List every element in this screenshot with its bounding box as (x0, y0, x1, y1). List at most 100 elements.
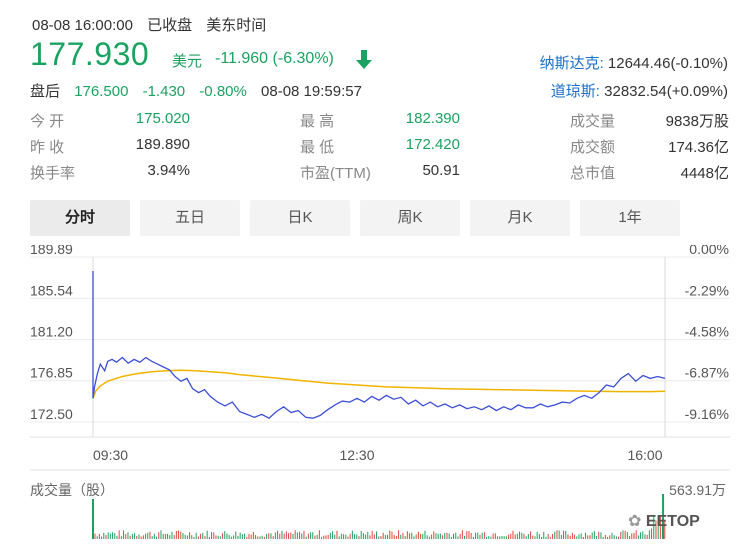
volume-bar (270, 533, 272, 539)
y-tick-right: -2.29% (685, 282, 729, 298)
volume-bar (596, 536, 598, 539)
volume-bar (582, 536, 584, 539)
index-value: 12644.46(-0.10%) (607, 55, 728, 72)
volume-bar (376, 531, 378, 539)
index-dow[interactable]: 道琼斯: 32832.54(+0.09%) (551, 80, 728, 101)
volume-bar (96, 536, 98, 539)
volume-bar (92, 499, 94, 539)
tab-weekly-k[interactable]: 周K (360, 200, 460, 236)
volume-bar (659, 516, 661, 539)
volume-bar (250, 534, 252, 539)
volume-bar (215, 535, 217, 539)
volume-bar (455, 532, 457, 539)
after-hours-price: 176.500 (74, 83, 129, 100)
watermark: ✿ EETOP (628, 511, 700, 531)
after-hours-row: 盘后 176.500 -1.430 -0.80% 08-08 19:59:57 (30, 80, 372, 101)
tab-one-year[interactable]: 1年 (580, 200, 680, 236)
volume-bar (171, 531, 173, 539)
volume-bar (228, 535, 230, 539)
volume-bar (406, 531, 408, 539)
volume-bar (411, 532, 413, 539)
volume-bar (259, 536, 261, 539)
volume-bar (241, 534, 243, 539)
y-tick-left: 185.54 (30, 282, 73, 298)
volume-bar (404, 536, 406, 539)
volume-bar (369, 535, 371, 539)
x-tick: 12:30 (339, 447, 374, 463)
volume-bar (347, 536, 349, 539)
volume-bar (486, 536, 488, 539)
volume-bar (123, 530, 125, 539)
volume-bar (158, 532, 160, 539)
volume-bar (589, 535, 591, 539)
volume-bar (131, 533, 133, 539)
volume-bar (499, 536, 501, 539)
volume-bar (312, 532, 314, 539)
volume-bar (169, 535, 171, 539)
stat-value-amount: 174.36亿 (668, 139, 729, 156)
volume-bar (464, 535, 466, 539)
volume-bar (356, 534, 358, 539)
volume-bars (92, 494, 666, 539)
volume-bar (274, 532, 276, 539)
volume-bar (373, 534, 375, 539)
volume-bar (340, 533, 342, 539)
volume-bar (387, 534, 389, 539)
volume-bar (552, 533, 554, 539)
volume-bar (505, 536, 507, 539)
volume-bar (167, 533, 169, 539)
volume-bar (483, 532, 485, 539)
tab-daily-k[interactable]: 日K (250, 200, 350, 236)
tab-intraday[interactable]: 分时 (30, 200, 130, 236)
chart-grid (30, 256, 730, 471)
volume-bar (420, 533, 422, 539)
volume-bar (593, 531, 595, 539)
volume-bar (604, 534, 606, 539)
volume-bar (349, 533, 351, 539)
volume-bar (208, 536, 210, 539)
volume-bar (587, 535, 589, 539)
volume-bar (576, 536, 578, 539)
volume-bar (246, 536, 248, 539)
volume-bar (415, 534, 417, 539)
volume-bar (554, 531, 556, 539)
volume-bar (646, 534, 648, 539)
volume-bar (424, 530, 426, 539)
after-hours-percent: -0.80% (199, 83, 247, 100)
quote-datetime: 08-08 16:00:00 (32, 17, 133, 34)
stat-value-low: 172.420 (405, 136, 460, 153)
volume-bar (189, 532, 191, 539)
tab-monthly-k[interactable]: 月K (470, 200, 570, 236)
volume-bar (382, 532, 384, 539)
y-axis-labels: 189.89 0.00% 185.54 -2.29% 181.20 -4.58% 176.8… (30, 245, 729, 422)
volume-bar (191, 535, 193, 539)
volume-bar (127, 532, 129, 539)
volume-bar (492, 533, 494, 539)
volume-bar (101, 536, 103, 539)
volume-bar (431, 534, 433, 539)
volume-bar (635, 530, 637, 539)
stat-label-pe: 市盈(TTM) (300, 165, 371, 182)
volume-bar (244, 533, 246, 539)
volume-bar (543, 531, 545, 539)
intraday-chart[interactable]: 189.89 0.00% 185.54 -2.29% 181.20 -4.58% 176.8… (0, 245, 742, 551)
tab-five-day[interactable]: 五日 (140, 200, 240, 236)
volume-bar (204, 536, 206, 539)
volume-bar (138, 534, 140, 539)
volume-bar (571, 532, 573, 539)
volume-bar (607, 536, 609, 539)
index-nasdaq[interactable]: 纳斯达克: 12644.46(-0.10%) (540, 52, 728, 73)
volume-bar (413, 536, 415, 539)
volume-bar (494, 533, 496, 539)
volume-bar (470, 533, 472, 539)
volume-bar (325, 535, 327, 539)
volume-bar (233, 535, 235, 539)
volume-bar (433, 531, 435, 539)
y-tick-left: 172.50 (30, 406, 73, 422)
volume-bar (116, 535, 118, 539)
volume-bar (516, 533, 518, 539)
volume-bar (514, 534, 516, 539)
stat-label-volume: 成交量 (570, 113, 616, 130)
y-tick-left: 181.20 (30, 323, 73, 339)
volume-bar (475, 532, 477, 539)
